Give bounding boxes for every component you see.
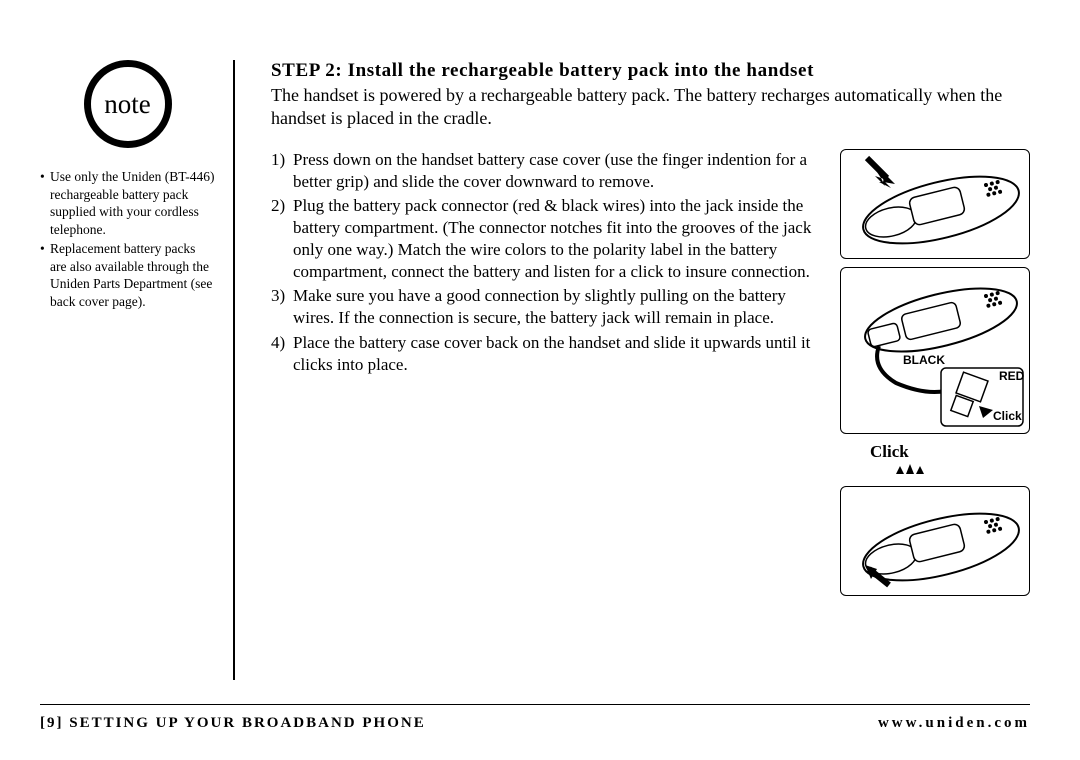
handset-figure-2: BLACK RED Click [840,267,1030,434]
red-label: RED [999,369,1025,383]
main-content: STEP 2: Install the rechargeable battery… [253,60,1030,680]
vertical-divider [233,60,235,680]
click-label-big: Click [870,442,1030,462]
list-item: 4) Place the battery case cover back on … [271,332,828,376]
note-bullet: Replacement battery packs are also avail… [40,240,215,310]
note-bullet: Use only the Uniden (BT-446) rechargeabl… [40,168,215,238]
handset-figure-1 [840,149,1030,259]
step-number: 4) [271,332,293,376]
step-number: 2) [271,195,293,283]
steps-list: 1) Press down on the handset battery cas… [271,149,828,604]
illustration-column: BLACK RED Click Click [840,149,1030,604]
note-badge: note [84,60,172,148]
step-body: Press down on the handset battery case c… [293,149,828,193]
handset-figure-3 [840,486,1030,596]
handset-svg-3 [841,487,1030,595]
handset-svg-1 [841,150,1030,258]
list-item: 3) Make sure you have a good connection … [271,285,828,329]
step-title: STEP 2: Install the rechargeable battery… [271,60,1030,82]
step-body: Make sure you have a good connection by … [293,285,828,329]
note-bullet-list: Use only the Uniden (BT-446) rechargeabl… [40,168,215,310]
footer-page-section: [9] SETTING UP YOUR BROADBAND PHONE [40,715,426,732]
step-number: 1) [271,149,293,193]
black-label: BLACK [903,353,945,367]
step-body: Place the battery case cover back on the… [293,332,828,376]
page-footer: [9] SETTING UP YOUR BROADBAND PHONE www.… [40,704,1030,732]
note-badge-text: note [104,89,151,120]
handset-svg-2: BLACK RED Click [841,268,1030,433]
list-item: 1) Press down on the handset battery cas… [271,149,828,193]
list-item: 2) Plug the battery pack connector (red … [271,195,828,283]
step-body: Plug the battery pack connector (red & b… [293,195,828,283]
click-label-small: Click [993,409,1022,423]
click-burst-icon [890,464,930,482]
footer-url: www.uniden.com [878,715,1030,732]
step-number: 3) [271,285,293,329]
note-sidebar: note Use only the Uniden (BT-446) rechar… [40,60,215,680]
intro-text: The handset is powered by a rechargeable… [271,84,1030,131]
